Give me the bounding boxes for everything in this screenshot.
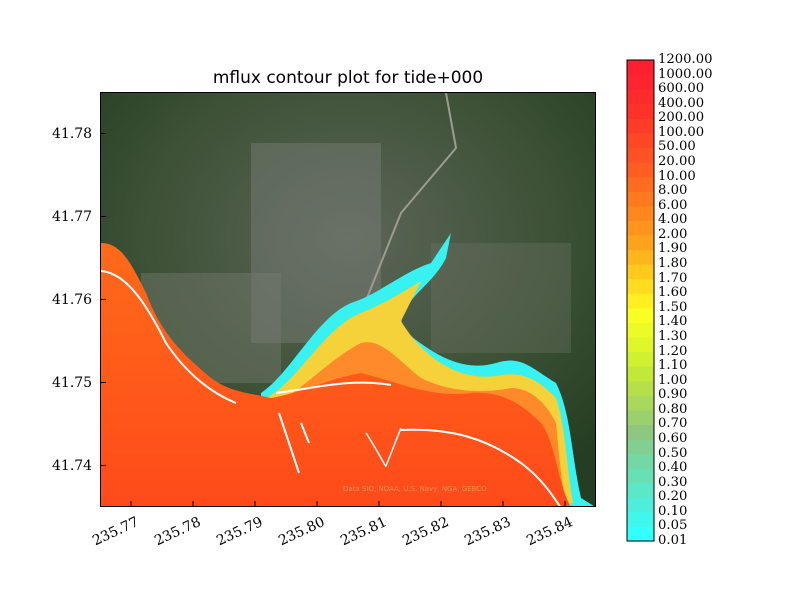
colorbar-tick-label: 4.00 xyxy=(658,212,688,228)
colorbar-tick-label: 0.30 xyxy=(658,474,688,490)
colorbar-segment xyxy=(627,511,654,528)
coastline xyxy=(101,270,561,506)
ocean-area xyxy=(101,243,571,506)
colorbar-tick-label: 1000.00 xyxy=(658,66,713,82)
colorbar-segment xyxy=(627,453,654,469)
colorbar-segment xyxy=(627,60,654,76)
colorbar-tick-label: 1.40 xyxy=(658,314,688,330)
colorbar-segment xyxy=(627,526,654,542)
town-area-east xyxy=(431,243,571,353)
colorbar-segment xyxy=(627,118,654,134)
map-layers xyxy=(101,93,595,506)
colorbar-segment xyxy=(627,380,654,396)
colorbar-segment xyxy=(627,307,654,323)
colorbar-tick-label: 0.20 xyxy=(658,489,688,505)
colorbar-segment xyxy=(627,103,654,119)
jetty xyxy=(278,412,310,474)
colorbar-segment xyxy=(627,278,654,294)
colorbar-tick-label: 0.05 xyxy=(658,518,688,534)
colorbar-segment xyxy=(627,176,654,192)
colorbar-segment xyxy=(627,191,654,207)
colorbar-tick-label: 1.00 xyxy=(658,372,688,388)
colorbar-tick-label: 1.30 xyxy=(658,328,688,344)
colorbar-tick-label: 0.60 xyxy=(658,430,688,446)
colorbar-tick-label: 1.10 xyxy=(658,358,688,374)
colorbar-segment xyxy=(627,147,654,163)
map-attribution: Data SIO, NOAA, U.S. Navy, NGA, GEBCO xyxy=(343,485,487,493)
colorbar-tick-label: 1.80 xyxy=(658,256,688,272)
colorbar-segment xyxy=(627,409,654,425)
colorbar-segment xyxy=(627,205,654,221)
y-tick-label: 41.77 xyxy=(52,208,93,225)
colorbar-segment xyxy=(627,249,654,265)
colorbar-tick-label: 0.40 xyxy=(658,460,688,476)
colorbar-tick-label: 0.90 xyxy=(658,387,688,403)
colorbar-segment xyxy=(627,424,654,440)
colorbar-segment xyxy=(627,220,654,236)
colorbar-tick-label: 200.00 xyxy=(658,110,705,126)
map-plot-area: Data SIO, NOAA, U.S. Navy, NGA, GEBCO xyxy=(100,92,596,507)
colorbar-tick-label: 50.00 xyxy=(658,139,696,155)
colorbar-tick-label: 2.00 xyxy=(658,226,688,242)
colorbar-tick-label: 0.70 xyxy=(658,416,688,432)
breakwater xyxy=(365,427,402,467)
colorbar-tick-label: 0.10 xyxy=(658,503,688,519)
colorbar-tick-label: 1.20 xyxy=(658,343,688,359)
colorbar-tick-label: 0.50 xyxy=(658,445,688,461)
colorbar-segment xyxy=(627,482,654,498)
y-tick-label: 41.74 xyxy=(52,457,93,474)
colorbar-segment xyxy=(627,366,654,382)
colorbar-tick-label: 20.00 xyxy=(658,154,696,170)
colorbar-tick-label: 400.00 xyxy=(658,95,705,111)
colorbar-tick-label: 1200.00 xyxy=(658,52,713,67)
colorbar-segment xyxy=(627,351,654,367)
colorbar-tick-label: 1.50 xyxy=(658,299,688,315)
colorbar-segment xyxy=(627,162,654,178)
colorbar-tick-label: 1.60 xyxy=(658,285,688,301)
colorbar-frame xyxy=(626,59,655,542)
colorbar-tick-label: 600.00 xyxy=(658,81,705,97)
colorbar-segment xyxy=(627,468,654,484)
colorbar-tick-label: 1.70 xyxy=(658,270,688,286)
colorbar-segment xyxy=(627,497,654,513)
colorbar-segment xyxy=(627,132,654,149)
colorbar-tick-label: 0.01 xyxy=(658,533,688,548)
y-tick-label: 41.78 xyxy=(52,125,93,142)
colorbar-tick-label: 100.00 xyxy=(658,124,705,140)
colorbar-tick-label: 1.90 xyxy=(658,241,688,257)
colorbar-segment xyxy=(627,336,654,353)
y-tick-label: 41.75 xyxy=(52,374,93,391)
colorbar-segment xyxy=(627,74,654,90)
colorbar-tick-label: 0.80 xyxy=(658,401,688,417)
colorbar-segment xyxy=(627,395,654,411)
colorbar-tick-label: 10.00 xyxy=(658,168,696,184)
colorbar-segment xyxy=(627,264,654,280)
colorbar-segment xyxy=(627,438,654,455)
colorbar-segment xyxy=(627,89,654,105)
colorbar-segment xyxy=(627,293,654,309)
colorbar-segment xyxy=(627,234,654,251)
highway xyxy=(360,93,458,314)
chart-title: mflux contour plot for tide+000 xyxy=(212,68,484,88)
y-tick-label: 41.76 xyxy=(52,291,93,308)
colorbar-segment xyxy=(627,322,654,338)
colorbar-tick-label: 8.00 xyxy=(658,183,688,199)
colorbar-tick-label: 6.00 xyxy=(658,197,688,213)
